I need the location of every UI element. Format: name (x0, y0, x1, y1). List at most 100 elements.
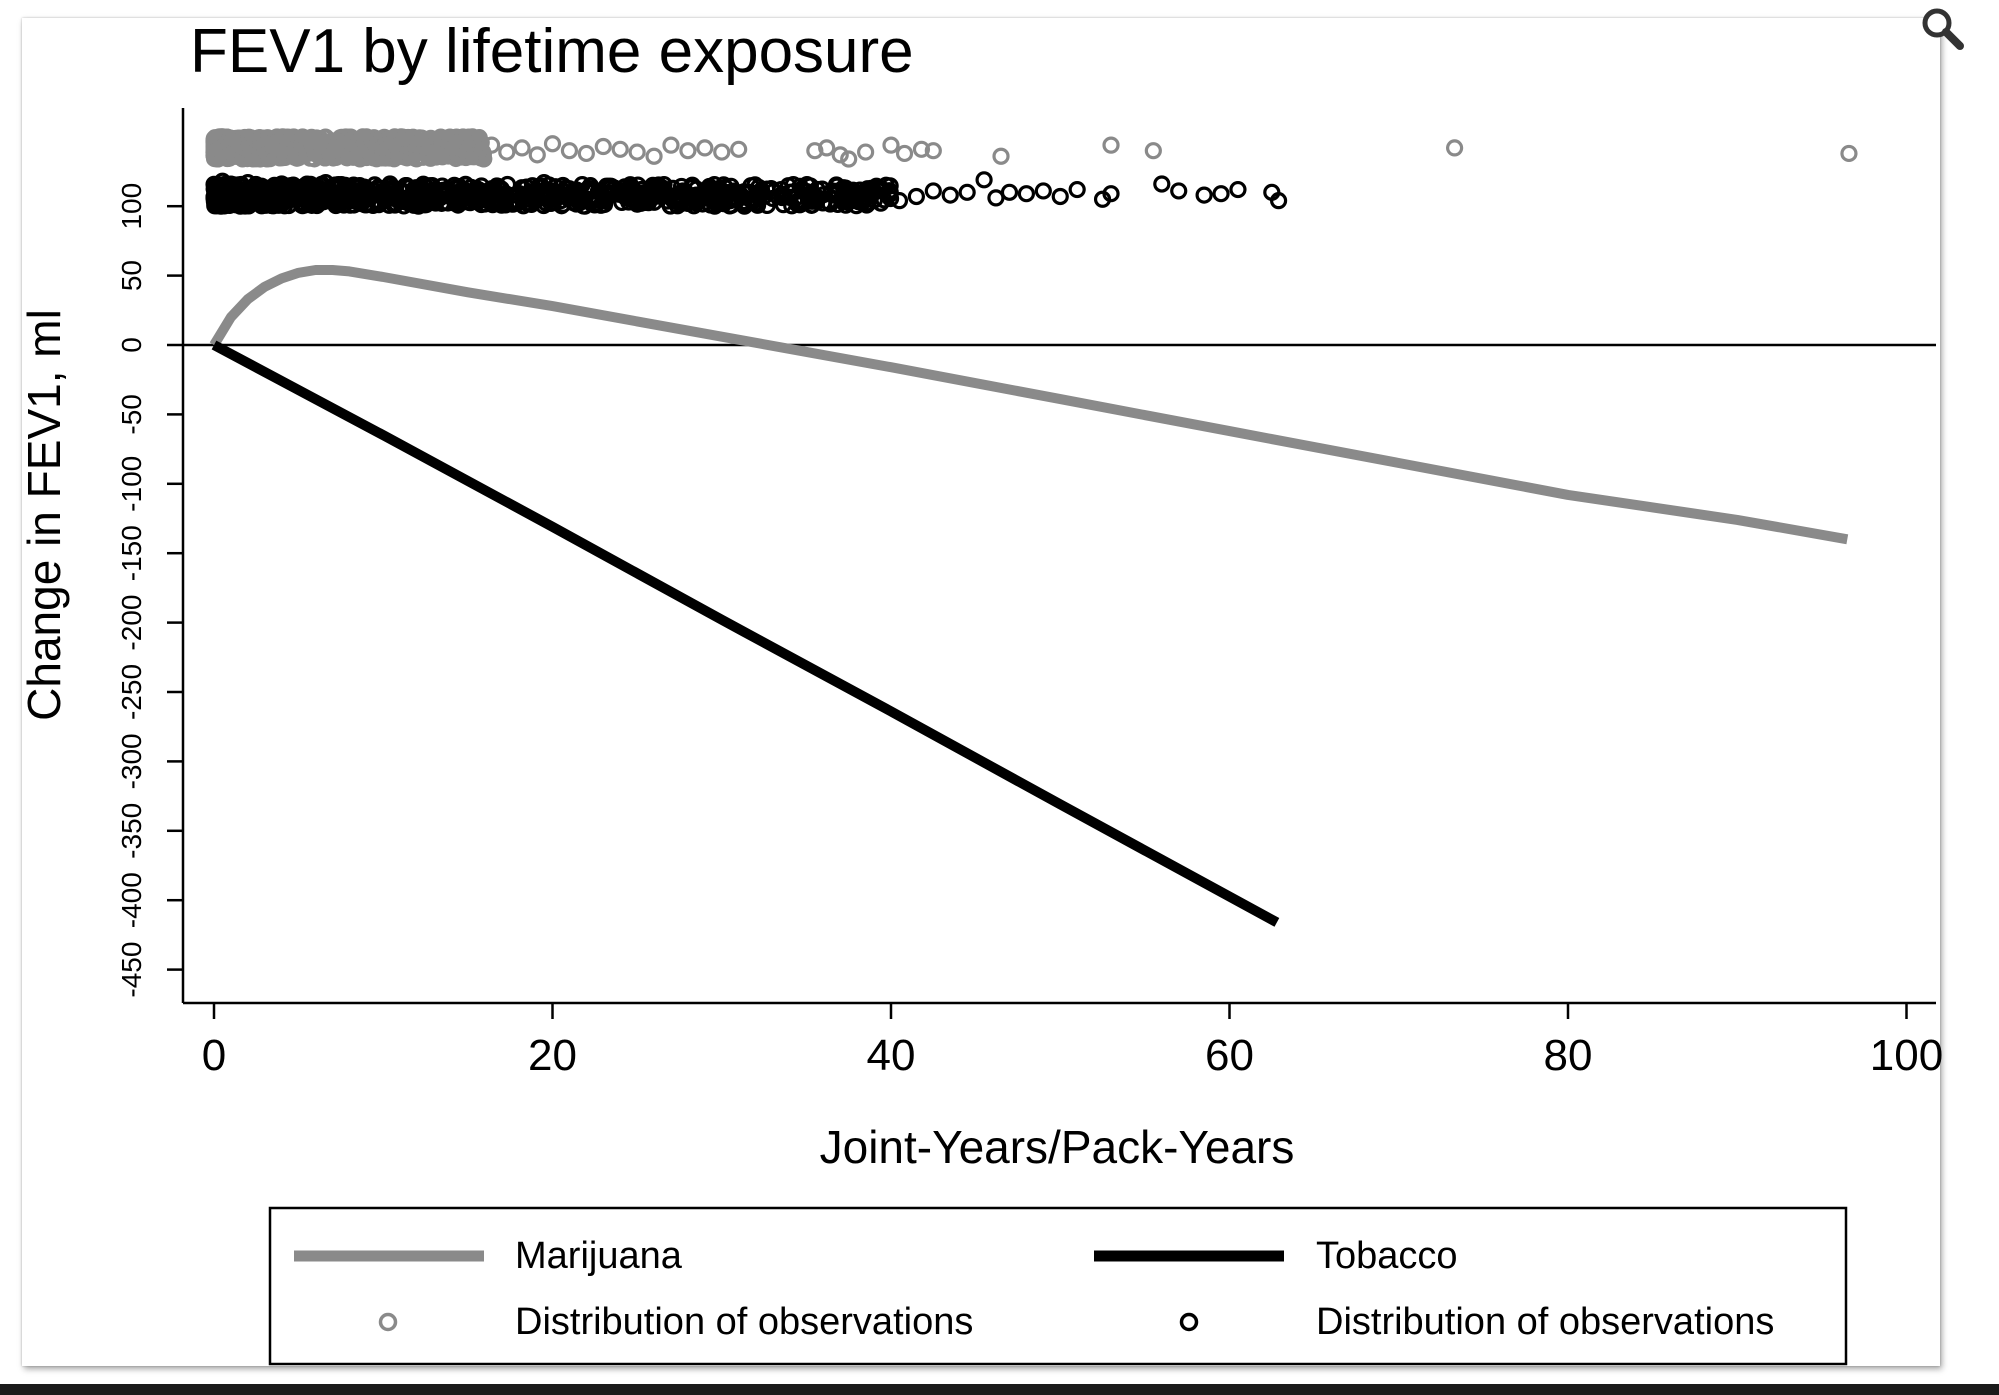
scatter-point (347, 178, 365, 196)
scatter-point (818, 139, 836, 157)
scatter-point (535, 174, 553, 192)
scatter-point (357, 186, 375, 204)
plot-area: 100 50 0 -50 -100 -150 -200 -250 -300 -350 -400 -45… (116, 108, 1943, 1080)
scatter-point (445, 176, 463, 194)
scatter-point (1212, 185, 1230, 203)
scatter-point (276, 141, 294, 160)
scatter-point (1017, 185, 1036, 203)
scatter-point (611, 140, 629, 158)
scatter-point (543, 135, 562, 153)
x-tick-label: 0 (202, 1031, 226, 1080)
scatter-point (241, 181, 259, 199)
scatter-point (907, 187, 925, 206)
scatter-point (290, 149, 308, 167)
scatter-point (369, 186, 387, 204)
scatter-point (357, 196, 375, 214)
scatter-point (454, 140, 472, 158)
scatter-point (290, 180, 308, 199)
y-tick-label: -350 (116, 803, 147, 859)
scatter-point (806, 186, 824, 204)
scatter-point (857, 143, 875, 161)
scatter-point (298, 193, 316, 211)
scatter-point (441, 128, 459, 146)
zoom-button[interactable] (1918, 4, 1968, 54)
scatter-point (838, 182, 857, 200)
legend-marker-marijuana-observations (378, 1312, 398, 1332)
y-tick-label: 50 (116, 260, 147, 291)
legend-label-marijuana-observations: Distribution of observations (515, 1301, 973, 1343)
scatter-point (340, 147, 358, 165)
bottom-edge-bar (0, 1384, 1999, 1395)
scatter-point (528, 146, 546, 164)
scatter-point (427, 144, 445, 163)
scatter-point (704, 182, 722, 200)
scatter-point (566, 184, 584, 203)
scatter-point (831, 146, 849, 164)
y-axis-label: Change in FEV1, ml (18, 309, 70, 721)
chart-frame (22, 18, 1940, 1366)
scatter-point (474, 185, 492, 203)
series-line-marijuana (209, 265, 1849, 545)
y-tick-label: 0 (116, 337, 147, 353)
x-tick-label: 20 (528, 1031, 577, 1080)
scatter-layer (205, 128, 1858, 215)
series-line-tobacco (211, 340, 1280, 927)
y-tick-label: -400 (116, 872, 147, 928)
scatter-point (391, 146, 409, 164)
scatter-series (205, 128, 1858, 168)
scatter-point (418, 193, 436, 211)
scatter-point (266, 145, 284, 163)
scatter-point (432, 128, 450, 146)
scatter-point (687, 186, 705, 204)
scatter-point (482, 136, 501, 154)
scatter-point (489, 179, 507, 197)
scatter-point (840, 190, 858, 208)
scatter-point (1446, 139, 1464, 157)
scatter-point (586, 189, 604, 207)
scatter-point (713, 143, 731, 161)
y-tick-label: -100 (116, 456, 147, 512)
scatter-point (273, 175, 291, 193)
x-tick-label: 40 (867, 1031, 916, 1080)
scatter-point (496, 192, 514, 210)
scatter-point (738, 183, 756, 201)
scatter-point (1170, 182, 1188, 200)
scatter-point (755, 187, 773, 206)
scatter-point (639, 194, 658, 212)
scatter-point (1000, 183, 1019, 201)
y-tick-label: -450 (116, 942, 147, 998)
scatter-point (504, 194, 523, 213)
scatter-point (992, 147, 1010, 165)
y-tick-label: -200 (116, 595, 147, 651)
scatter-point (628, 195, 646, 213)
scatter-point (411, 132, 429, 151)
y-tick-label: 100 (116, 183, 147, 230)
scatter-point (670, 190, 689, 208)
scatter-point (1068, 180, 1086, 199)
scatter-point (361, 143, 379, 161)
scatter-point (721, 192, 739, 210)
scatter-point (552, 192, 570, 210)
magnifier-icon (1922, 8, 1964, 50)
x-tick-label: 80 (1544, 1031, 1593, 1080)
scatter-point (577, 144, 595, 163)
scatter-point (317, 174, 335, 192)
scatter-point (890, 192, 909, 210)
scatter-series (205, 171, 1288, 215)
scatter-point (405, 180, 423, 199)
scatter-point (521, 194, 539, 212)
chart-title: FEV1 by lifetime exposure (190, 17, 914, 86)
scatter-point (1153, 175, 1171, 193)
scatter-point (730, 140, 748, 158)
scatter-point (628, 143, 646, 161)
scatter-point (772, 180, 790, 199)
scatter-point (1102, 185, 1120, 203)
scatter-point (498, 175, 517, 194)
scatter-point (467, 147, 485, 165)
scatter-point (315, 144, 333, 163)
y-tick-label: -250 (116, 664, 147, 720)
legend-label-marijuana: Marijuana (515, 1235, 683, 1277)
scatter-point (381, 175, 399, 193)
scatter-point (636, 185, 655, 203)
scatter-point (594, 137, 612, 156)
